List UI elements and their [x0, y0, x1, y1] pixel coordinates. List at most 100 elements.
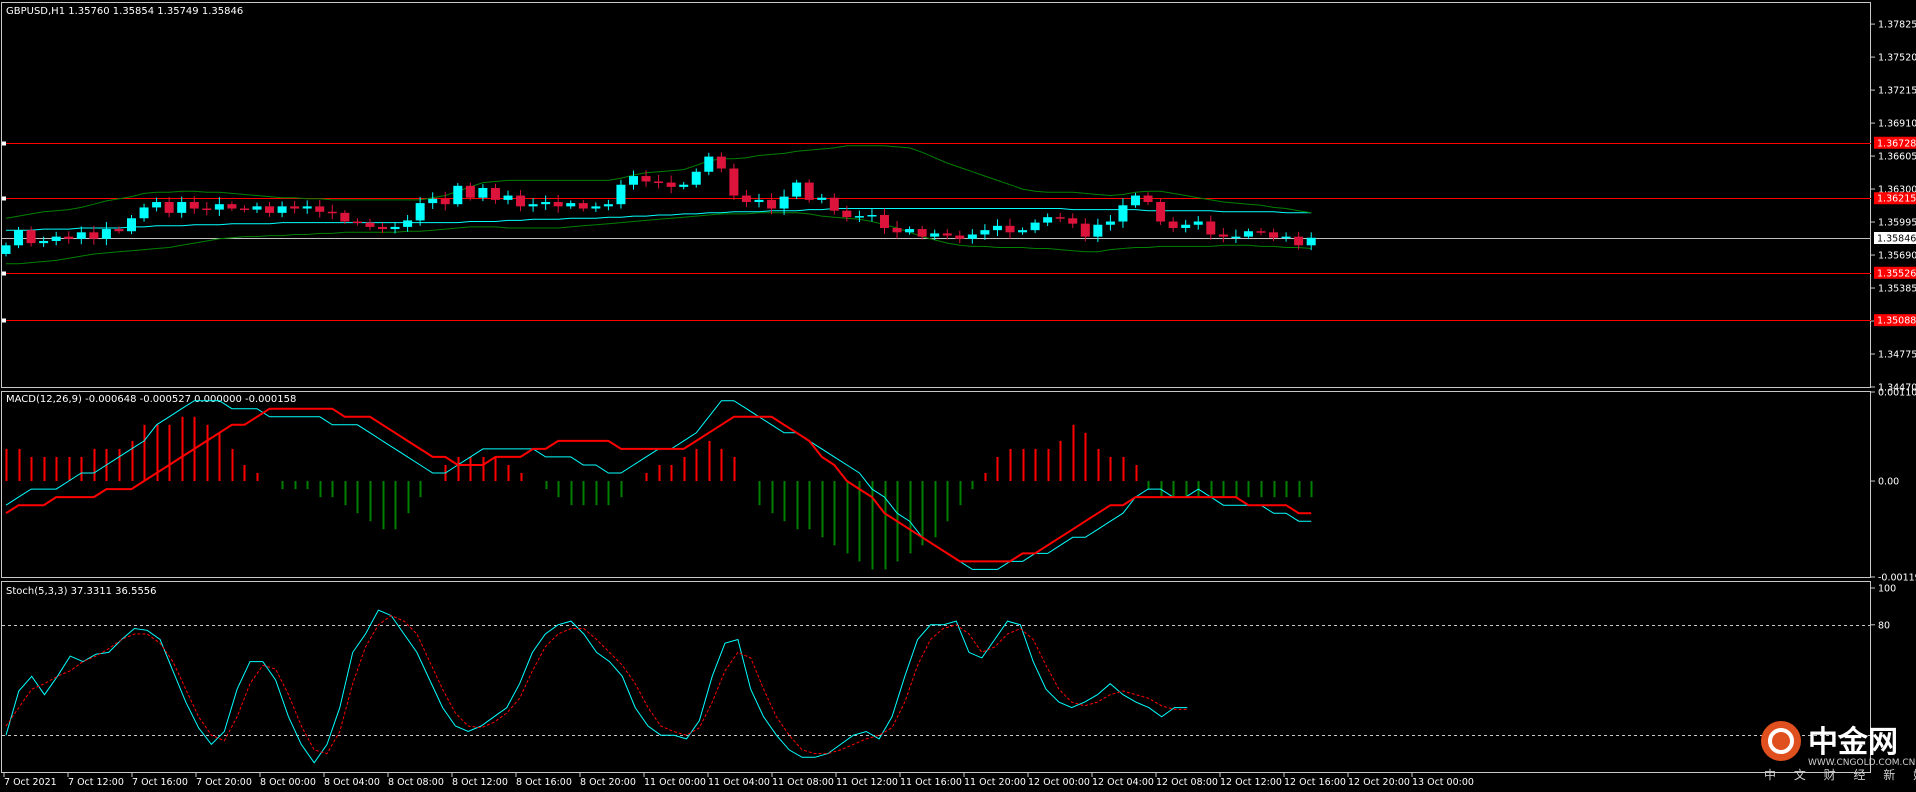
candle-body [277, 206, 287, 213]
price-tick-label: 1.36300 [1878, 185, 1916, 196]
candle [1231, 229, 1241, 243]
candle [880, 208, 889, 234]
level-price-tag-label: 1.35088 [1877, 316, 1916, 327]
candle-body [616, 184, 626, 205]
candle [754, 193, 764, 208]
candle [804, 179, 814, 203]
macd-pane-title: MACD(12,26,9) -0.000648 -0.000527 0.0000… [6, 394, 296, 405]
candle-body [553, 202, 563, 207]
candle-body [14, 230, 24, 246]
time-tick-label: 11 Oct 04:00 [708, 777, 770, 788]
candle [415, 197, 425, 226]
candle-body [1131, 195, 1140, 206]
candle-body [478, 187, 488, 198]
level-handle-0[interactable] [2, 141, 6, 146]
candle-body [227, 204, 237, 209]
candle [930, 229, 940, 241]
candle [252, 202, 262, 214]
macd-tick-label: 0.00 [1878, 477, 1899, 488]
price-tick-label: 1.35690 [1878, 251, 1916, 262]
candle-body [716, 156, 726, 169]
candle-body [89, 232, 99, 239]
stoch-series-line-0 [5, 609, 1188, 764]
candle-body [76, 232, 86, 239]
candle [1043, 213, 1053, 226]
candle [352, 218, 362, 226]
time-tick-label: 12 Oct 20:00 [1348, 777, 1410, 788]
candle [616, 179, 626, 209]
candle-body [1243, 231, 1253, 237]
price-tick-label: 1.37520 [1878, 53, 1916, 64]
candle [327, 204, 337, 220]
candle [1143, 192, 1153, 205]
candle-body [51, 236, 61, 241]
candle-body [892, 227, 902, 233]
time-tick-label: 12 Oct 00:00 [1028, 777, 1090, 788]
time-tick-label: 11 Oct 12:00 [836, 777, 898, 788]
candle [39, 236, 49, 248]
candle [541, 195, 551, 211]
candle-body [114, 229, 124, 232]
candle [202, 202, 212, 216]
current-price-tag [1874, 232, 1916, 244]
candle-body [729, 168, 739, 196]
level-handle-1[interactable] [2, 196, 6, 201]
time-axis: 7 Oct 2021 7 Oct 12:00 7 Oct 16:00 7 Oct 20… [3, 773, 1474, 788]
current-price-tag-label: 1.35846 [1877, 234, 1916, 245]
price-pane-title: GBPUSD,H1 1.35760 1.35854 1.35749 1.3584… [6, 6, 243, 17]
candle [101, 222, 111, 246]
level-price-tag [1874, 266, 1916, 279]
candle [1269, 228, 1279, 242]
candle-body [152, 202, 162, 208]
candle-body [679, 184, 689, 187]
candle [453, 183, 463, 207]
candle [729, 163, 739, 200]
level-handle-3[interactable] [2, 318, 6, 323]
candle-body [1018, 230, 1028, 233]
candle-body [1043, 217, 1053, 223]
macd-tick-label: -0.001194 [1878, 573, 1916, 584]
candle [365, 218, 375, 231]
candle [716, 152, 726, 173]
candle-body [955, 235, 965, 239]
candle [704, 152, 714, 176]
candle-body [666, 182, 676, 187]
stoch-axis: 100 80 [1871, 584, 1896, 631]
candle-body [792, 182, 802, 197]
stoch-pane-title: Stoch(5,3,3) 37.3311 36.5556 [6, 586, 157, 597]
candle [1018, 227, 1028, 235]
level-price-tag [1874, 192, 1916, 205]
candle-body [340, 212, 350, 222]
candle-body [26, 230, 36, 244]
candle-body [1269, 232, 1279, 238]
candle-body [252, 206, 262, 210]
time-tick-label: 12 Oct 04:00 [1092, 777, 1154, 788]
time-tick-label: 7 Oct 2021 [4, 777, 57, 788]
candle-body [905, 229, 915, 233]
price-tick-label: 1.35995 [1878, 218, 1916, 229]
candle [967, 229, 977, 244]
candle-body [603, 204, 613, 207]
candle [26, 226, 36, 247]
level-price-tag [1874, 136, 1916, 149]
candle [528, 198, 538, 212]
watermark-name: 中金网 [1808, 725, 1898, 760]
level-handle-2[interactable] [2, 271, 6, 276]
candle [892, 220, 902, 239]
stoch-tick-label: 100 [1878, 584, 1896, 595]
candle [1281, 232, 1291, 242]
candle-body [302, 206, 312, 209]
candle-body [1168, 221, 1178, 228]
candle-body [641, 176, 651, 182]
candle [51, 231, 61, 246]
candle-body [1105, 221, 1115, 225]
candle-body [378, 226, 387, 230]
candle [164, 197, 174, 218]
candle [428, 192, 438, 209]
candle-body [490, 187, 500, 200]
candle [792, 179, 802, 200]
candle [1030, 219, 1040, 234]
candle [553, 195, 563, 213]
